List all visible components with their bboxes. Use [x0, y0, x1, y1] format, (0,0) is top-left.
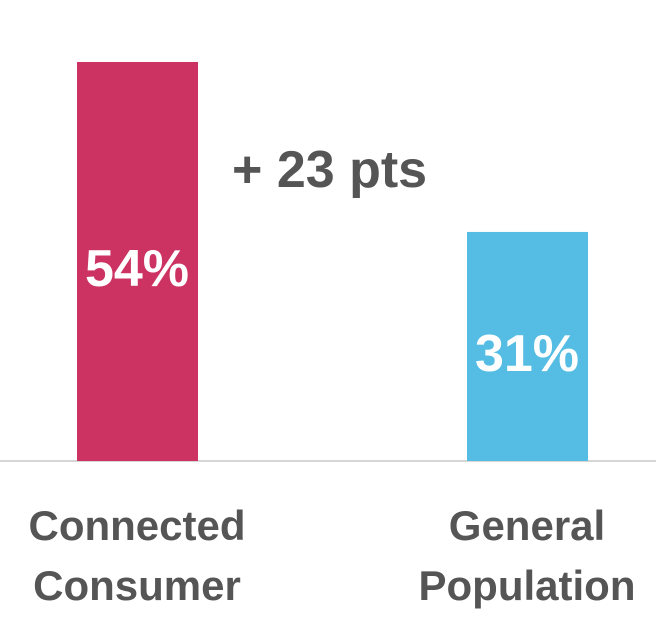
category-label-connected-consumer-line-2: Consumer [33, 562, 241, 609]
bar-connected-consumer [77, 62, 198, 461]
bar-value-label-general-population: 31% [475, 325, 579, 383]
category-label-general-population-line-2: Population [419, 562, 636, 609]
difference-annotation: + 23 pts [232, 141, 427, 199]
category-label-connected-consumer-line-1: Connected [28, 502, 245, 549]
category-label-general-population-line-1: General [449, 502, 605, 549]
bar-value-label-connected-consumer: 54% [85, 240, 189, 298]
bar-general-population [467, 231, 588, 461]
